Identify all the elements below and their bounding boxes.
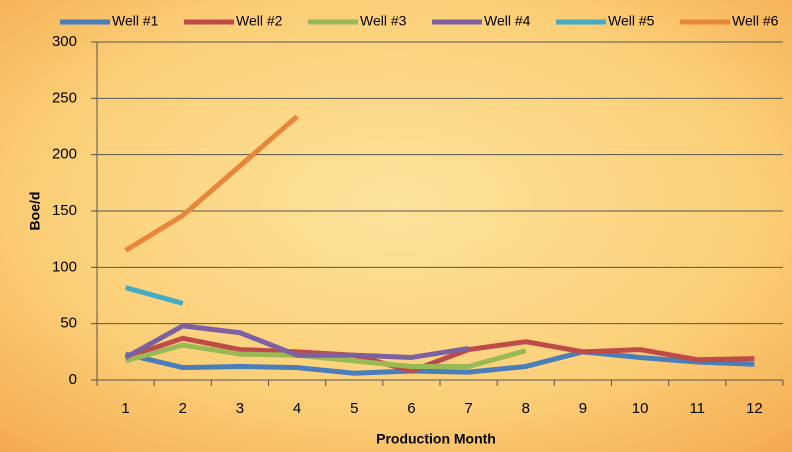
x-tick-label: 10 bbox=[632, 400, 649, 417]
x-tick-label: 1 bbox=[121, 400, 129, 417]
series-line bbox=[124, 323, 469, 360]
series-line bbox=[124, 342, 527, 369]
legend-label: Well #2 bbox=[236, 13, 283, 29]
x-tick-label: 8 bbox=[522, 400, 530, 417]
legend-label: Well #3 bbox=[360, 13, 407, 29]
y-tick-label: 100 bbox=[52, 258, 77, 275]
y-tick-label: 50 bbox=[60, 315, 77, 332]
legend-label: Well #6 bbox=[732, 13, 779, 29]
x-tick-label: 11 bbox=[689, 400, 705, 417]
y-axis-label: Boe/d bbox=[27, 192, 43, 231]
x-tick-label: 7 bbox=[464, 400, 472, 417]
series-line bbox=[124, 114, 299, 253]
legend-label: Well #1 bbox=[112, 13, 159, 29]
x-tick-label: 2 bbox=[179, 400, 187, 417]
x-tick-label: 5 bbox=[350, 400, 358, 417]
legend-label: Well #5 bbox=[608, 13, 655, 29]
x-tick-label: 3 bbox=[236, 400, 244, 417]
x-tick-label: 12 bbox=[746, 400, 763, 417]
y-tick-label: 0 bbox=[69, 371, 77, 388]
y-tick-label: 300 bbox=[52, 33, 77, 50]
x-tick-label: 9 bbox=[579, 400, 587, 417]
series-line bbox=[124, 335, 755, 374]
series-line bbox=[124, 285, 184, 306]
series-line bbox=[125, 349, 755, 376]
x-tick-label: 4 bbox=[293, 400, 301, 417]
x-tick-label: 6 bbox=[407, 400, 415, 417]
y-tick-label: 250 bbox=[52, 89, 77, 106]
y-tick-label: 200 bbox=[52, 146, 77, 163]
legend-label: Well #4 bbox=[484, 13, 531, 29]
x-axis-label: Production Month bbox=[376, 431, 496, 447]
y-tick-label: 150 bbox=[52, 202, 77, 219]
